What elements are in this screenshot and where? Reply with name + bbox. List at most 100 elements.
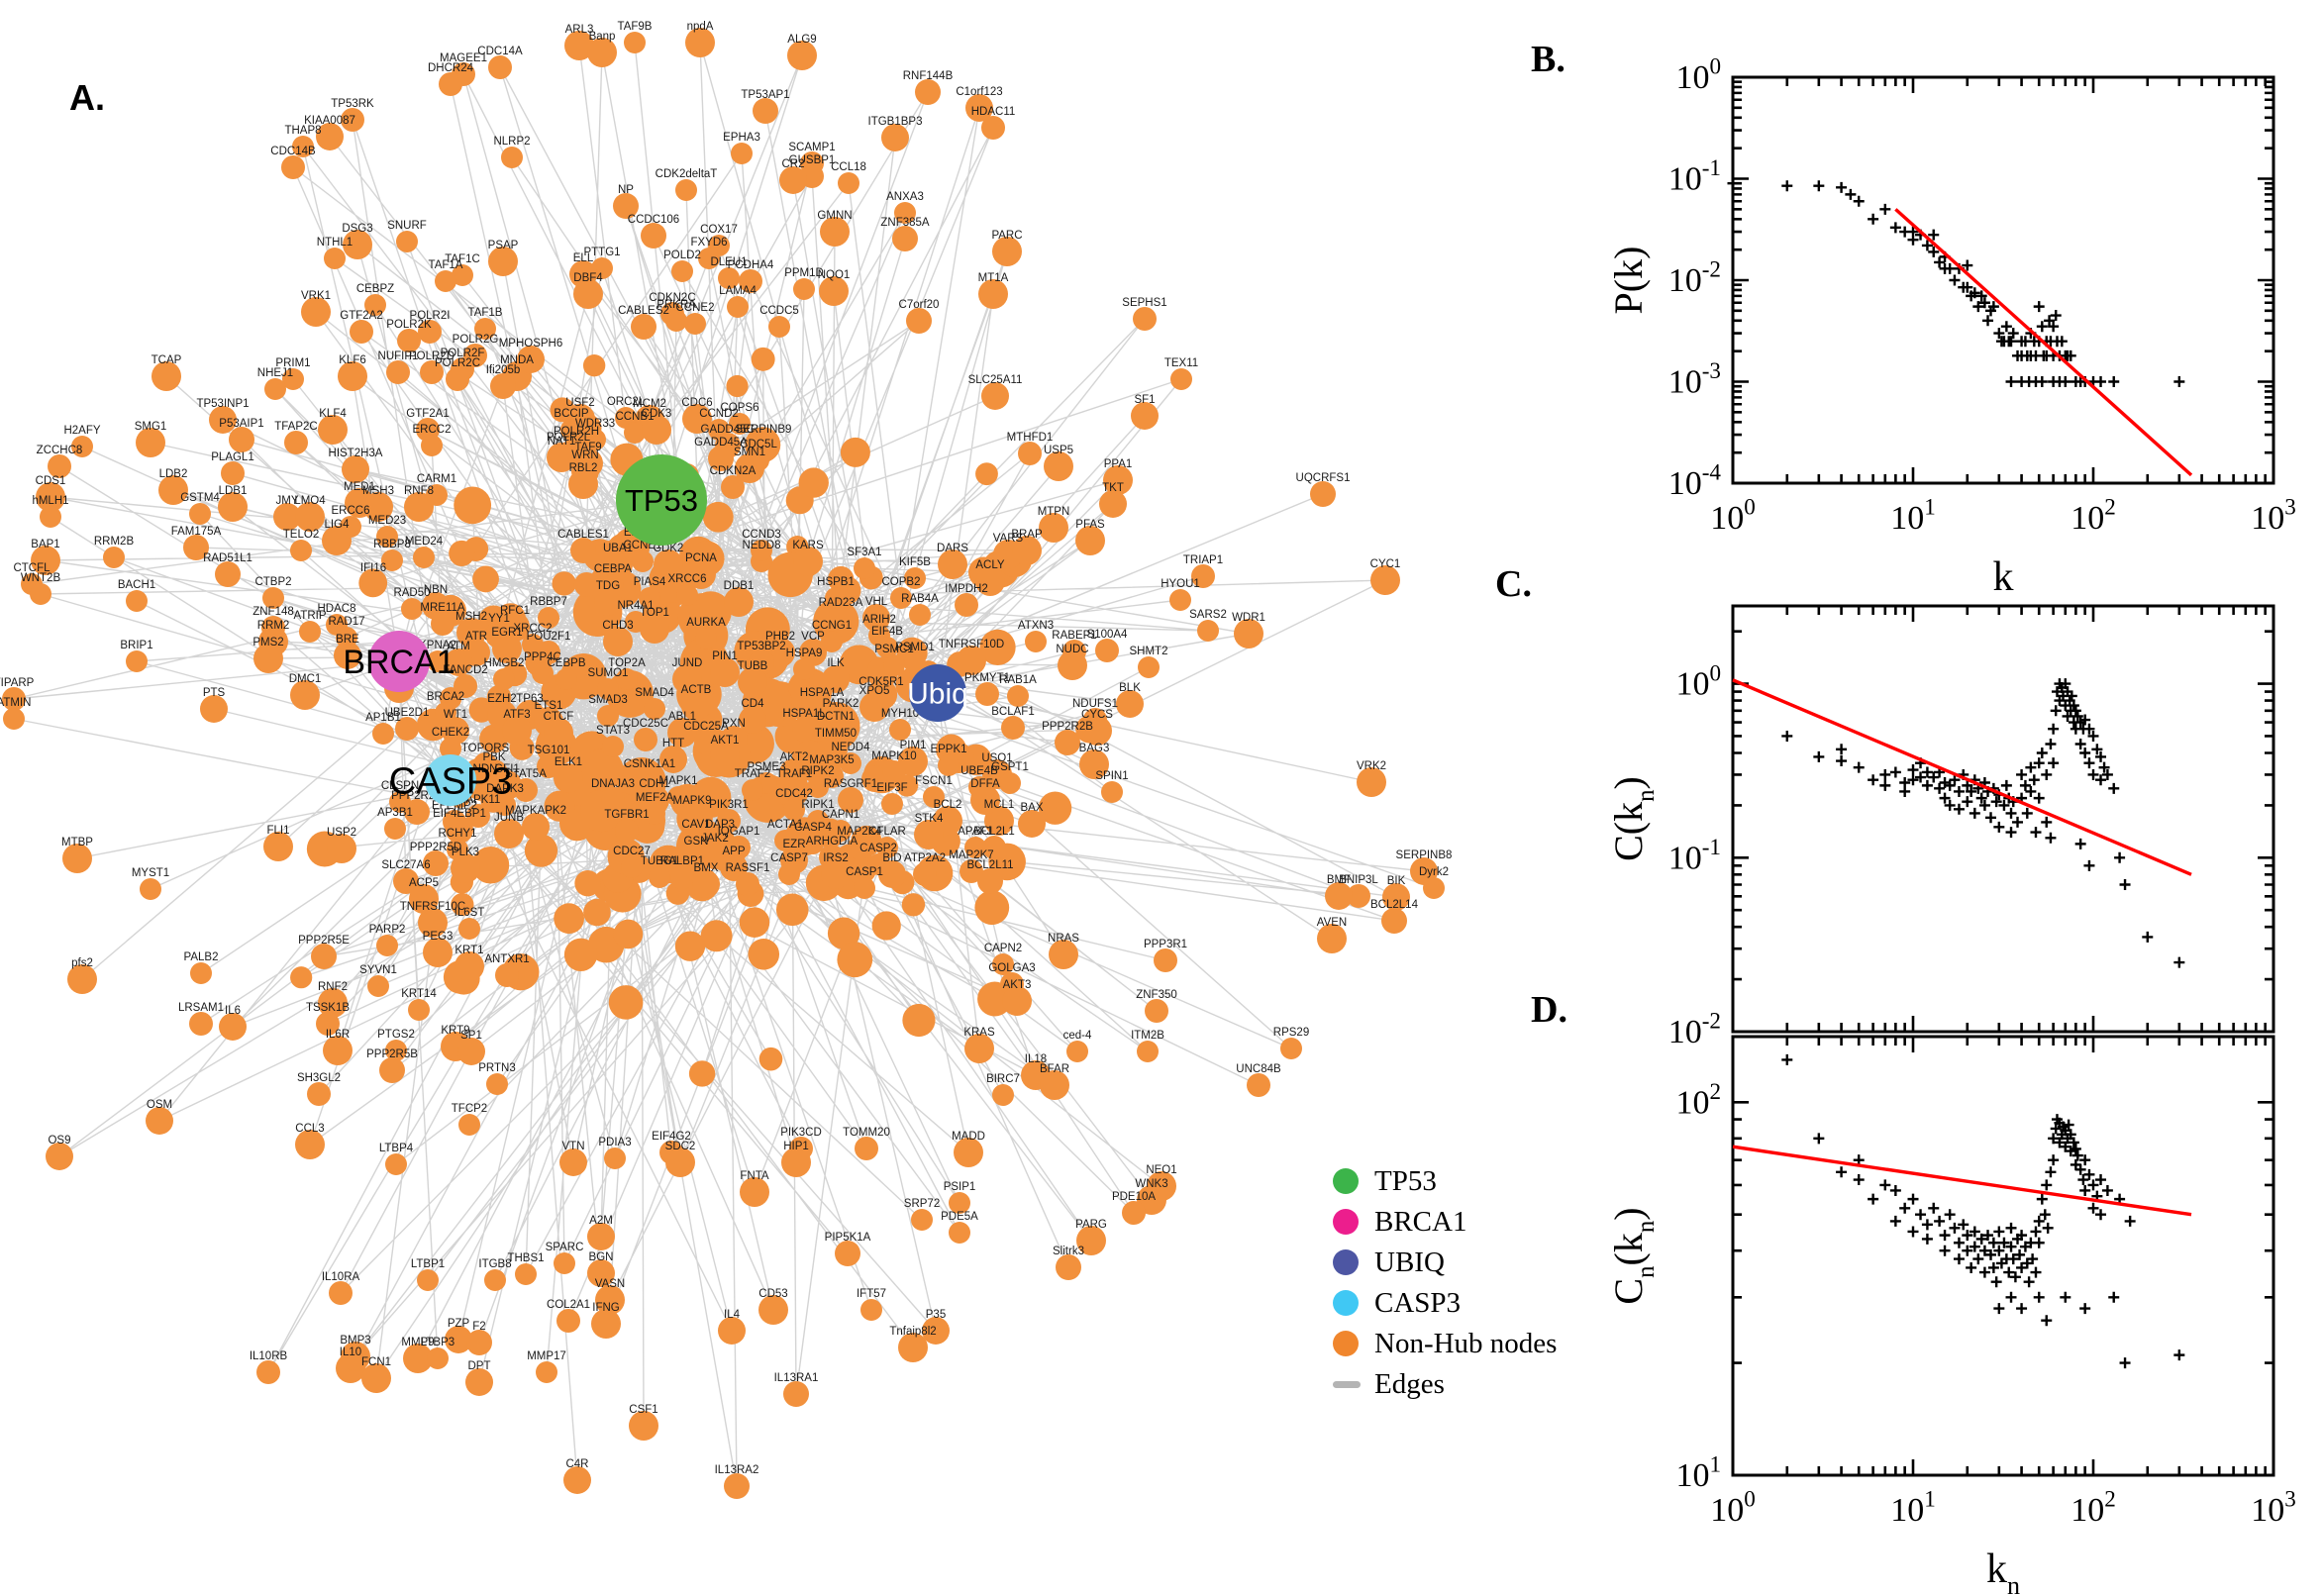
gene-label: CDC25C (623, 718, 668, 730)
nonhub-node (992, 953, 1014, 975)
gene-label: ETS1 (535, 700, 563, 712)
nonhub-node (386, 360, 410, 384)
gene-label: TRAF2 (735, 768, 770, 780)
gene-label: SRP72 (904, 1198, 940, 1210)
gene-label: SMAD3 (588, 694, 628, 706)
nonhub-node (1138, 656, 1160, 678)
gene-label: NUDC (1056, 644, 1088, 655)
gene-label: APP (722, 846, 745, 857)
gene-label: ZNF350 (1136, 989, 1177, 1001)
nonhub-node (674, 931, 706, 961)
nonhub-node (554, 903, 585, 935)
gene-label: DMC1 (289, 673, 322, 685)
nonhub-node (914, 820, 944, 849)
nonhub-node (821, 631, 843, 652)
nonhub-node (595, 1285, 625, 1315)
gene-label: CDC14B (270, 146, 316, 157)
gene-label: WNT2B (21, 572, 61, 584)
gene-label: CDK3 (642, 408, 672, 420)
nonhub-node (158, 475, 188, 505)
gene-label: WT1 (444, 709, 467, 721)
nonhub-node (547, 443, 576, 472)
gene-label: PIK3R1 (709, 799, 749, 811)
brca1-hub-icon (1333, 1209, 1359, 1235)
nonhub-node (622, 535, 650, 562)
nonhub-node (502, 716, 532, 746)
gene-label: Dyrk2 (1419, 866, 1449, 878)
nonhub-node (1131, 402, 1159, 430)
gene-label: CAPN1 (822, 809, 859, 821)
gene-label: KARS (792, 540, 824, 551)
nonhub-node (350, 320, 373, 344)
gene-label: COPB2 (882, 576, 921, 588)
gene-label: LTBP1 (411, 1258, 445, 1270)
gene-label: ZNF148 (252, 606, 294, 618)
nonhub-node (854, 877, 875, 899)
gene-label: DHCR24 (428, 62, 474, 74)
gene-label: PFAS (1075, 519, 1105, 531)
gene-label: MSH2 (455, 611, 487, 623)
nonhub-node (466, 804, 490, 828)
gene-label: SH3GL2 (297, 1072, 341, 1084)
hub-label-brca1: BRCA1 (343, 644, 454, 681)
nonhub-node (559, 1148, 587, 1176)
nonhub-node (981, 116, 1005, 140)
nonhub-node (318, 988, 348, 1018)
nonhub-node (1103, 465, 1133, 495)
nonhub-node (282, 368, 304, 390)
nonhub-node (977, 868, 1003, 894)
tick-label: 101 (1675, 1452, 1721, 1494)
nonhub-node (881, 793, 903, 815)
gene-label: PSIP1 (944, 1181, 976, 1193)
nonhub-node (1066, 1041, 1088, 1062)
nonhub-node (126, 590, 148, 612)
gene-label: PARC (991, 230, 1022, 242)
gene-label: PEG3 (423, 931, 454, 943)
nonhub-node (724, 587, 754, 617)
gene-label: JMY (276, 495, 299, 507)
gene-label: CYCS (1081, 709, 1113, 721)
nonhub-node (435, 270, 456, 292)
gene-label: PRKRA (656, 299, 696, 311)
gene-label: CASP2 (859, 843, 897, 854)
nonhub-node (686, 559, 716, 589)
gene-label: npdA (687, 21, 714, 33)
gene-label: LAMA4 (719, 285, 757, 297)
nonhub-node (318, 415, 348, 445)
gene-label: SHMT2 (1130, 646, 1168, 657)
gene-label: NAT1 (548, 436, 576, 448)
nonhub-node (1056, 1254, 1081, 1280)
gene-label: MMP17 (527, 1350, 566, 1362)
gene-label: VHL (865, 596, 888, 608)
nonhub-node (768, 316, 790, 338)
nonhub-node (295, 502, 325, 532)
gene-label: DBF4 (573, 272, 603, 284)
gene-label: TNFRSF10C (400, 901, 465, 913)
gene-label: TCAP (152, 354, 182, 366)
gene-label: PDE5A (941, 1211, 978, 1223)
gene-label: PCDHA4 (728, 259, 774, 271)
nonhub-node (876, 837, 898, 858)
nonhub-node (262, 587, 284, 609)
nonhub-node (694, 731, 718, 754)
nonhub-node (36, 482, 65, 512)
tick-label: 10-1 (1668, 155, 1721, 197)
nonhub-node (698, 248, 720, 269)
nonhub-node (587, 1259, 615, 1287)
nonhub-node (911, 1209, 933, 1231)
gene-label: AKT3 (1003, 979, 1032, 991)
nonhub-node (71, 436, 93, 457)
gene-label: RBBP7 (530, 596, 567, 608)
gene-label: ACP5 (409, 877, 439, 889)
nonhub-node (608, 985, 644, 1020)
nonhub-node (913, 862, 937, 886)
gene-label: NTHL1 (317, 237, 353, 249)
gene-label: LTBP3 (421, 1337, 454, 1348)
nonhub-node (825, 587, 847, 609)
nonhub-node (640, 614, 669, 644)
gene-label: DLEU1 (710, 256, 747, 268)
gene-label: DAPK3 (486, 783, 524, 795)
nonhub-node (556, 668, 577, 690)
gene-label: PTGS2 (377, 1029, 415, 1041)
